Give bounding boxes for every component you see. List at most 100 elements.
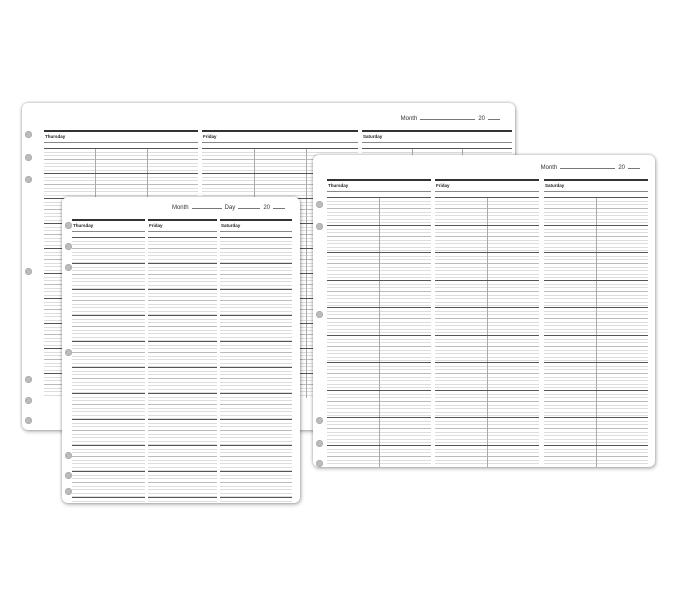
hour-block[interactable] [220, 289, 292, 315]
hour-block[interactable] [220, 393, 292, 419]
hour-block[interactable] [327, 224, 431, 252]
hour-block[interactable] [327, 417, 431, 445]
hour-block[interactable] [220, 497, 292, 503]
month-label: Month [171, 205, 189, 211]
front-sheet-compact: Month Day 20 Thursday Friday Saturday [62, 197, 300, 503]
column-divider [306, 324, 307, 348]
hour-block[interactable] [220, 419, 292, 445]
hour-block[interactable] [220, 367, 292, 393]
column-divider [306, 299, 307, 323]
hour-block[interactable] [327, 197, 431, 225]
hour-block[interactable] [544, 224, 648, 252]
year-field[interactable] [628, 168, 640, 169]
hour-block[interactable] [544, 417, 648, 445]
hour-block[interactable] [148, 393, 217, 419]
hour-block[interactable] [44, 148, 198, 173]
column-divider [379, 363, 380, 390]
hour-block[interactable] [44, 173, 198, 198]
column-divider [487, 445, 488, 467]
hour-block[interactable] [544, 362, 648, 390]
column-divider [596, 253, 597, 280]
hour-block[interactable] [148, 315, 217, 341]
month-field[interactable] [560, 168, 616, 169]
hour-block[interactable] [220, 471, 292, 497]
hour-block[interactable] [544, 334, 648, 362]
column-divider [146, 149, 148, 173]
hour-block[interactable] [148, 263, 217, 289]
hour-block[interactable] [435, 197, 539, 225]
hour-block[interactable] [148, 471, 217, 497]
punch-hole [316, 223, 323, 230]
hour-block[interactable] [544, 279, 648, 307]
column-divider [379, 198, 380, 225]
hour-block[interactable] [435, 444, 539, 467]
hour-block[interactable] [148, 237, 217, 263]
punch-hole [25, 154, 32, 161]
month-field[interactable] [191, 208, 222, 209]
year-field[interactable] [273, 208, 285, 209]
hour-block[interactable] [435, 279, 539, 307]
hour-block[interactable] [544, 389, 648, 417]
column-divider [487, 280, 488, 307]
hour-block[interactable] [72, 263, 145, 289]
hour-block[interactable] [327, 334, 431, 362]
column-divider [596, 363, 597, 390]
column-divider [306, 174, 307, 198]
hour-block[interactable] [327, 279, 431, 307]
hour-block[interactable] [435, 362, 539, 390]
column-divider [596, 418, 597, 445]
column-divider [487, 253, 488, 280]
hour-block[interactable] [220, 315, 292, 341]
column-divider [306, 349, 307, 373]
punch-hole [65, 488, 72, 495]
hour-block[interactable] [544, 307, 648, 335]
hour-block[interactable] [435, 307, 539, 335]
hour-block[interactable] [544, 197, 648, 225]
hour-block[interactable] [327, 389, 431, 417]
hour-block[interactable] [435, 224, 539, 252]
hour-block[interactable] [220, 445, 292, 471]
hour-block[interactable] [327, 362, 431, 390]
hour-block[interactable] [544, 252, 648, 280]
hour-block[interactable] [72, 393, 145, 419]
hour-block[interactable] [327, 252, 431, 280]
hour-block[interactable] [435, 334, 539, 362]
hour-block[interactable] [435, 252, 539, 280]
hour-block[interactable] [327, 307, 431, 335]
hour-block[interactable] [148, 341, 217, 367]
hour-block[interactable] [72, 367, 145, 393]
month-field[interactable] [420, 119, 476, 120]
hour-block[interactable] [72, 289, 145, 315]
hour-block[interactable] [220, 237, 292, 263]
hour-block[interactable] [327, 444, 431, 467]
hour-block[interactable] [435, 389, 539, 417]
punch-hole [316, 417, 323, 424]
column-divider [379, 308, 380, 335]
punch-hole [65, 349, 72, 356]
hour-block[interactable] [72, 497, 145, 503]
hour-block[interactable] [148, 289, 217, 315]
day-name: Thursday [327, 181, 431, 192]
hour-block[interactable] [148, 367, 217, 393]
hour-block[interactable] [72, 237, 145, 263]
year-field[interactable] [488, 119, 500, 120]
punch-hole [25, 176, 32, 183]
hour-block[interactable] [148, 445, 217, 471]
column-divider [596, 335, 597, 362]
hour-block[interactable] [435, 417, 539, 445]
hour-block[interactable] [544, 444, 648, 467]
hour-block[interactable] [72, 315, 145, 341]
hour-block[interactable] [220, 263, 292, 289]
day-name: Thursday [72, 221, 145, 232]
hour-block[interactable] [72, 419, 145, 445]
punch-hole [316, 440, 323, 447]
hour-block[interactable] [72, 471, 145, 497]
hour-block[interactable] [72, 445, 145, 471]
hour-block[interactable] [148, 419, 217, 445]
hour-block[interactable] [148, 497, 217, 503]
day-field[interactable] [238, 208, 261, 209]
hour-block[interactable] [72, 341, 145, 367]
hour-block[interactable] [220, 341, 292, 367]
column-rule [435, 179, 539, 181]
punch-hole [25, 397, 32, 404]
